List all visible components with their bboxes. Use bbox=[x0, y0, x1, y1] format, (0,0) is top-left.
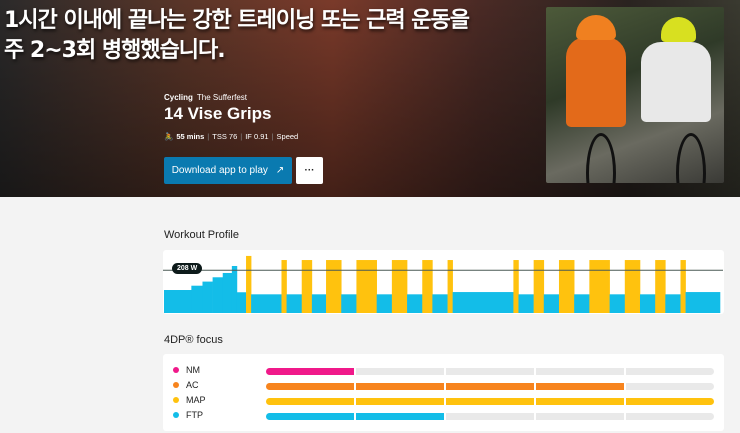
interval-bar bbox=[212, 277, 224, 313]
interval-bar bbox=[281, 260, 287, 313]
external-link-icon: ↗ bbox=[275, 165, 285, 176]
interval-bar bbox=[543, 294, 560, 313]
interval-bar bbox=[639, 294, 656, 313]
tss: TSS 76 bbox=[212, 132, 238, 141]
focus-level-segment bbox=[356, 383, 444, 390]
interval-bar bbox=[311, 294, 327, 313]
focus-level-bar bbox=[266, 383, 714, 390]
interval-bar bbox=[452, 292, 514, 313]
interval-bar bbox=[432, 294, 448, 313]
download-app-button[interactable]: Download app to play ↗ bbox=[164, 157, 292, 184]
focus-level-bar bbox=[266, 413, 714, 420]
interval-bar bbox=[655, 260, 666, 313]
workout-photo bbox=[546, 7, 724, 183]
focus-level-segment bbox=[356, 368, 444, 375]
focus-level-segment bbox=[536, 398, 624, 405]
color-dot bbox=[173, 367, 179, 373]
focus-level-segment bbox=[446, 383, 534, 390]
workout-meta: Cycling The Sufferfest 14 Vise Grips 🚴 55… bbox=[164, 93, 298, 141]
interval-bar bbox=[391, 260, 408, 313]
focus-label: FTP bbox=[186, 410, 203, 420]
headline-line-1: 1시간 이내에 끝나는 강한 트레이닝 또는 근력 운동을 bbox=[4, 8, 470, 33]
interval-bar bbox=[251, 294, 282, 313]
focus-level-segment bbox=[626, 413, 714, 420]
focus-row-ftp: FTP bbox=[173, 410, 203, 420]
color-dot bbox=[173, 382, 179, 388]
interval-bar bbox=[246, 255, 252, 313]
interval-bar bbox=[286, 294, 303, 313]
interval-bar bbox=[301, 260, 313, 313]
workout-profile-heading: Workout Profile bbox=[164, 229, 239, 241]
interval-bar bbox=[341, 294, 357, 313]
interval-bar bbox=[533, 260, 545, 313]
interval-bar bbox=[558, 260, 575, 313]
series-label: The Sufferfest bbox=[196, 93, 248, 102]
interval-bar bbox=[231, 265, 238, 313]
focus-level-segment bbox=[266, 368, 354, 375]
focus-label: NM bbox=[186, 365, 200, 375]
interval-bar bbox=[665, 294, 681, 313]
workout-title: 14 Vise Grips bbox=[164, 104, 272, 123]
sport-label: Cycling bbox=[164, 93, 193, 102]
focus-label: MAP bbox=[186, 395, 206, 405]
interval-bar bbox=[685, 292, 721, 313]
focus-level-segment bbox=[356, 398, 444, 405]
interval-bar bbox=[222, 272, 233, 313]
download-label: Download app to play bbox=[171, 165, 268, 176]
category: Cycling The Sufferfest bbox=[164, 93, 298, 102]
focus-level-segment bbox=[536, 368, 624, 375]
color-dot bbox=[173, 397, 179, 403]
interval-bar bbox=[376, 294, 393, 313]
interval-bar bbox=[589, 260, 610, 313]
interval-bar bbox=[574, 294, 590, 313]
interval-bar bbox=[447, 260, 453, 313]
focus-level-segment bbox=[626, 383, 714, 390]
interval-bar bbox=[356, 260, 377, 313]
interval-bar bbox=[422, 260, 433, 313]
interval-bar bbox=[191, 285, 203, 313]
focus-label: AC bbox=[186, 380, 199, 390]
interval-bar bbox=[326, 260, 342, 313]
focus-card: NM AC MAP FTP bbox=[163, 354, 724, 431]
focus-level-segment bbox=[266, 398, 354, 405]
interval-bar bbox=[236, 292, 247, 313]
interval-bar bbox=[513, 260, 519, 313]
workout-type: Speed bbox=[276, 132, 299, 141]
color-dot bbox=[173, 412, 179, 418]
ftp-label: 208 W bbox=[172, 263, 203, 274]
focus-level-segment bbox=[446, 368, 534, 375]
duration: 55 mins bbox=[176, 132, 205, 141]
interval-bar bbox=[624, 260, 641, 313]
headline-line-2: 주 2~3회 병행했습니다. bbox=[4, 38, 226, 63]
interval-bar bbox=[680, 260, 686, 313]
workout-profile-chart: 208 W bbox=[163, 250, 724, 314]
focus-level-segment bbox=[446, 398, 534, 405]
focus-row-map: MAP bbox=[173, 395, 206, 405]
focus-level-segment bbox=[626, 398, 714, 405]
focus-row-ac: AC bbox=[173, 380, 199, 390]
profile-svg bbox=[163, 255, 723, 313]
focus-level-segment bbox=[266, 413, 354, 420]
focus-level-segment bbox=[626, 368, 714, 375]
focus-row-nm: NM bbox=[173, 365, 200, 375]
focus-level-segment bbox=[446, 413, 534, 420]
focus-level-bar bbox=[266, 368, 714, 375]
interval-bar bbox=[609, 294, 626, 313]
focus-level-segment bbox=[266, 383, 354, 390]
focus-heading: 4DP® focus bbox=[164, 334, 223, 346]
intensity-factor: IF 0.91 bbox=[245, 132, 269, 141]
focus-level-segment bbox=[536, 413, 624, 420]
interval-bar bbox=[164, 290, 192, 313]
more-options-button[interactable]: ··· bbox=[296, 157, 323, 184]
workout-stats: 🚴 55 mins | TSS 76 | IF 0.91 | Speed bbox=[164, 132, 299, 141]
interval-bar bbox=[202, 281, 213, 313]
focus-level-segment bbox=[536, 383, 624, 390]
headline: 1시간 이내에 끝나는 강한 트레이닝 또는 근력 운동을 주 2~3회 병행했… bbox=[4, 6, 470, 66]
focus-level-bar bbox=[266, 398, 714, 405]
interval-bar bbox=[407, 294, 423, 313]
focus-level-segment bbox=[356, 413, 444, 420]
cycling-icon: 🚴 bbox=[164, 132, 174, 141]
interval-bar bbox=[518, 294, 534, 313]
